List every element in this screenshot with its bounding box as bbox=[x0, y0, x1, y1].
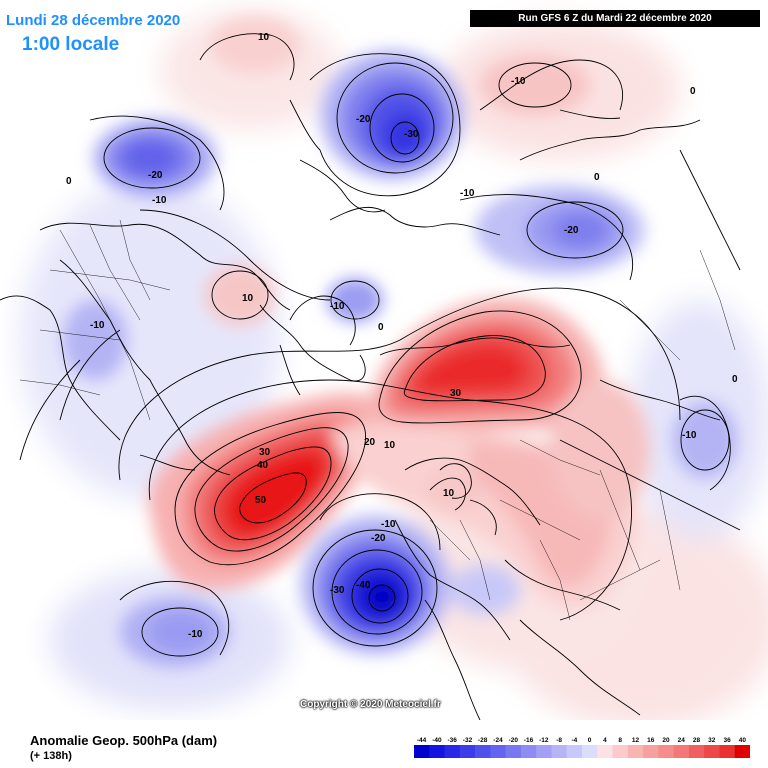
border-lines bbox=[19, 219, 736, 621]
contour-label: -20 bbox=[148, 170, 163, 181]
contour-label: -30 bbox=[330, 585, 345, 596]
legend-swatch bbox=[459, 745, 476, 758]
legend-swatch bbox=[551, 745, 568, 758]
legend-swatch bbox=[582, 745, 598, 758]
contour-label: 0 bbox=[690, 86, 696, 97]
legend-tick-label: -44 bbox=[417, 737, 427, 744]
legend-tick-label: 8 bbox=[618, 737, 622, 744]
contour-label: -10 bbox=[511, 76, 526, 87]
legend-swatch bbox=[597, 745, 613, 758]
legend-tick-label: 28 bbox=[693, 737, 701, 744]
legend-swatch bbox=[612, 745, 629, 758]
legend-tick-label: -20 bbox=[509, 737, 519, 744]
legend-swatch bbox=[475, 745, 491, 758]
anomaly-map: 10 -20 -10 0 -20 -30 -10 0 -10 -20 0 10 … bbox=[0, 10, 768, 720]
legend-tick-label: 16 bbox=[647, 737, 655, 744]
legend-tick-label: 36 bbox=[723, 737, 731, 744]
legend-swatch bbox=[490, 745, 506, 758]
contour-label: 0 bbox=[378, 322, 384, 333]
legend-tick-label: 20 bbox=[662, 737, 670, 744]
contour-label: -10 bbox=[460, 188, 475, 199]
contour-label: 0 bbox=[732, 374, 738, 385]
contour-label: 10 bbox=[384, 440, 396, 451]
legend-swatch bbox=[627, 745, 644, 758]
legend-tick-label: -8 bbox=[556, 737, 562, 744]
legend-swatch bbox=[444, 745, 461, 758]
copyright-notice: Copyright © 2020 Meteociel.fr bbox=[300, 699, 441, 710]
contour-label: -10 bbox=[90, 320, 105, 331]
legend-swatch bbox=[429, 745, 445, 758]
legend-tick-label: 24 bbox=[678, 737, 686, 744]
legend-swatch bbox=[719, 745, 736, 758]
legend-tick-label: 12 bbox=[632, 737, 640, 744]
legend-swatch bbox=[536, 745, 552, 758]
contour-label: -40 bbox=[356, 580, 371, 591]
legend-swatch bbox=[643, 745, 659, 758]
contour-label: 10 bbox=[242, 293, 254, 304]
coastlines bbox=[0, 99, 741, 720]
contour-label: 10 bbox=[258, 32, 270, 43]
contour-label: -10 bbox=[330, 301, 345, 312]
contour-label: -20 bbox=[356, 114, 371, 125]
contour-label: 20 bbox=[364, 437, 376, 448]
contour-label: -30 bbox=[404, 129, 419, 140]
contour-label: -20 bbox=[371, 533, 386, 544]
contour-label: -10 bbox=[188, 629, 203, 640]
contour-labels: 10 -20 -10 0 -20 -30 -10 0 -10 -20 0 10 … bbox=[66, 32, 738, 640]
contour-label: 0 bbox=[594, 172, 600, 183]
legend-swatch bbox=[704, 745, 720, 758]
color-legend: -44 -40 -36 -32 -28 -24 -20 -16 -12 -8 -4 0 4 8 12 16 20… bbox=[414, 737, 750, 758]
contour-label: -20 bbox=[564, 225, 579, 236]
model-run-info: Run GFS 6 Z du Mardi 22 décembre 2020 bbox=[470, 10, 760, 27]
legend-tick-label: -4 bbox=[572, 737, 578, 744]
forecast-hour-title: 1:00 locale bbox=[22, 34, 120, 55]
positive-anomaly-shading bbox=[148, 17, 650, 609]
legend-tick-label: -36 bbox=[447, 737, 457, 744]
contour-label: 30 bbox=[450, 388, 462, 399]
legend-tick-label: -16 bbox=[524, 737, 534, 744]
contour-lines bbox=[19, 33, 731, 657]
legend-swatch bbox=[658, 745, 674, 758]
map-title: Anomalie Geop. 500hPa (dam) bbox=[30, 733, 218, 748]
legend-swatch bbox=[505, 745, 522, 758]
legend-swatch bbox=[688, 745, 705, 758]
contour-label: 50 bbox=[255, 495, 267, 506]
legend-swatch bbox=[414, 745, 430, 758]
legend-tick-label: -24 bbox=[493, 737, 503, 744]
legend-swatch bbox=[520, 745, 537, 758]
legend-tick-label: -12 bbox=[539, 737, 549, 744]
contour-label: 10 bbox=[443, 488, 455, 499]
contour-label: -10 bbox=[381, 519, 396, 530]
legend-swatch bbox=[734, 745, 750, 758]
legend-tick-label: -32 bbox=[463, 737, 473, 744]
forecast-date-title: Lundi 28 décembre 2020 bbox=[6, 12, 181, 29]
contour-label: 30 bbox=[259, 447, 271, 458]
legend-swatch bbox=[673, 745, 690, 758]
legend-tick-label: -28 bbox=[478, 737, 488, 744]
legend-tick-label: 32 bbox=[708, 737, 716, 744]
legend-tick-label: 4 bbox=[603, 737, 607, 744]
legend-tick-label: 40 bbox=[739, 737, 747, 744]
legend-tick-label: -40 bbox=[432, 737, 442, 744]
forecast-lead-time: (+ 138h) bbox=[30, 750, 72, 762]
contour-label: 0 bbox=[66, 176, 72, 187]
contour-label: 40 bbox=[257, 460, 269, 471]
legend-tick-label: 0 bbox=[588, 737, 592, 744]
legend-swatch bbox=[566, 745, 583, 758]
contour-label: -10 bbox=[152, 195, 167, 206]
contour-label: -10 bbox=[682, 430, 697, 441]
